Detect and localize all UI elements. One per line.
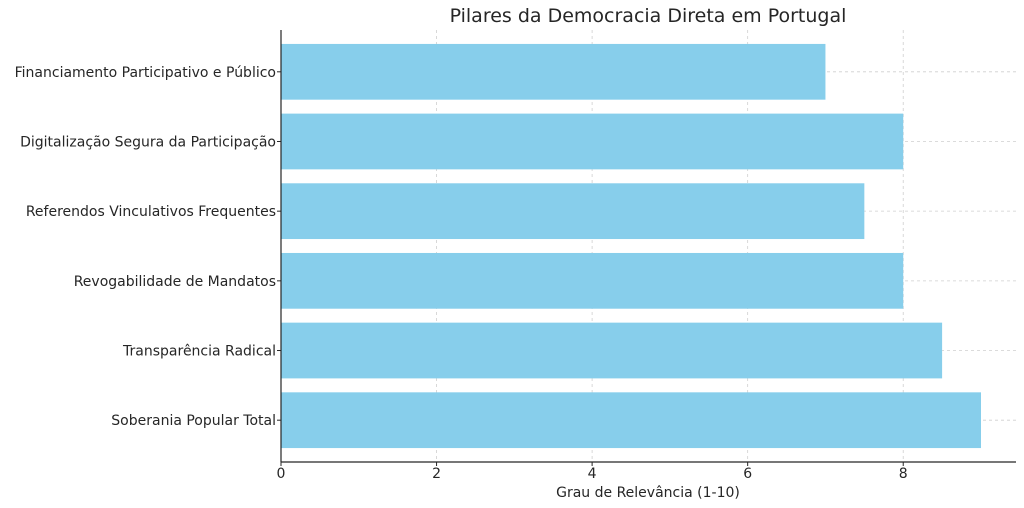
bar xyxy=(281,322,943,379)
bars xyxy=(281,43,981,449)
y-tick-label: Soberania Popular Total xyxy=(111,413,276,429)
chart-title: Pilares da Democracia Direta em Portugal xyxy=(450,5,847,27)
bar xyxy=(281,392,981,449)
y-tick-label: Financiamento Participativo e Público xyxy=(15,65,276,81)
x-tick-label: 8 xyxy=(899,466,908,482)
x-axis-ticks: 0 2 4 6 8 xyxy=(277,462,908,482)
x-tick-label: 0 xyxy=(277,466,286,482)
y-tick-label: Transparência Radical xyxy=(122,344,276,360)
x-tick-label: 2 xyxy=(432,466,441,482)
x-axis-label: Grau de Relevância (1-10) xyxy=(556,485,740,501)
bar xyxy=(281,113,904,170)
bar xyxy=(281,43,826,100)
axes-spines xyxy=(280,30,1016,463)
y-axis-ticks: Soberania Popular Total Transparência Rad… xyxy=(15,65,281,429)
x-tick-label: 4 xyxy=(588,466,597,482)
bar xyxy=(281,183,865,240)
y-tick-label: Digitalização Segura da Participação xyxy=(20,134,276,150)
y-tick-label: Referendos Vinculativos Frequentes xyxy=(26,204,276,220)
x-tick-label: 6 xyxy=(743,466,752,482)
y-tick-label: Revogabilidade de Mandatos xyxy=(74,274,276,290)
bar xyxy=(281,252,904,309)
